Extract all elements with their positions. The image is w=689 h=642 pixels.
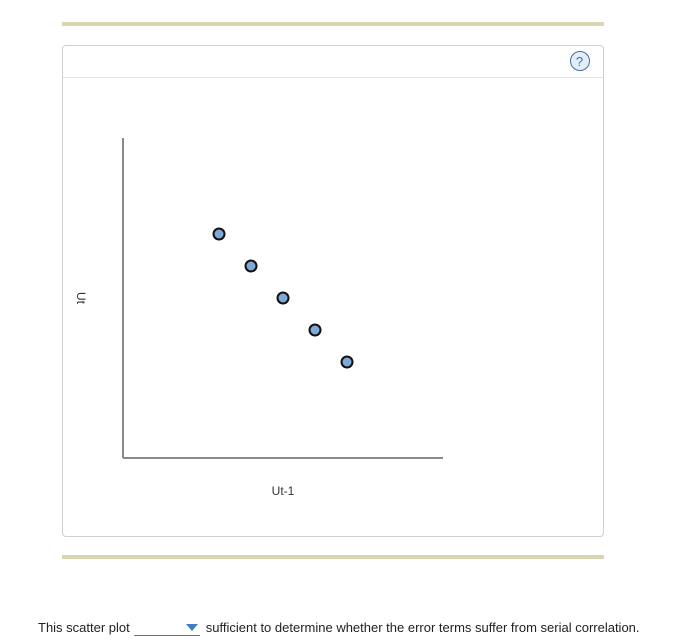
- graph-panel: ? Ut-1 Ut: [62, 45, 604, 537]
- data-point-2: [244, 259, 258, 273]
- dropdown-caret-icon: [185, 624, 198, 631]
- scatter-chart: Ut-1 Ut: [74, 138, 443, 498]
- question-sentence: This scatter plot sufficient to determin…: [38, 619, 640, 637]
- graph-panel-header: ?: [63, 46, 603, 78]
- top-divider: [62, 22, 604, 26]
- answer-dropdown[interactable]: [133, 619, 200, 636]
- question-text-before: This scatter plot: [38, 620, 130, 635]
- bottom-divider: [62, 555, 604, 559]
- data-point-4: [308, 323, 322, 337]
- data-point-1: [212, 227, 226, 241]
- data-points: [212, 227, 354, 369]
- help-button[interactable]: ?: [570, 51, 590, 71]
- svg-text:?: ?: [576, 54, 583, 69]
- question-text-after: sufficient to determine whether the erro…: [205, 620, 640, 635]
- question-mark-icon: ?: [576, 54, 583, 69]
- x-axis-label: Ut-1: [272, 484, 295, 498]
- data-point-5: [340, 355, 354, 369]
- y-axis-label: Ut: [74, 292, 88, 305]
- data-point-3: [276, 291, 290, 305]
